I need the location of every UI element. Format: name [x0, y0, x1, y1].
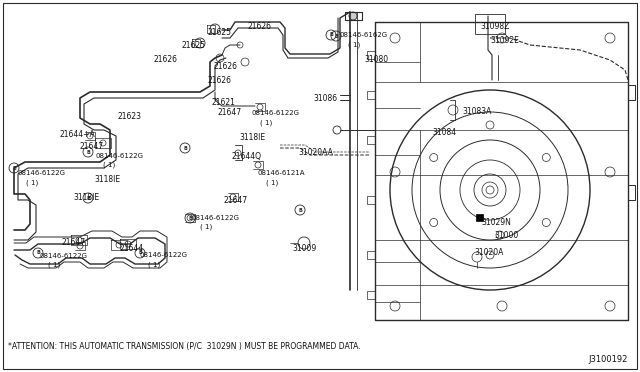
Text: ( 1): ( 1)	[103, 162, 115, 169]
Text: B: B	[12, 166, 16, 170]
Text: B: B	[86, 196, 90, 201]
Text: 31086: 31086	[313, 94, 337, 103]
Text: 21626: 21626	[207, 76, 231, 85]
Text: 31092E: 31092E	[490, 36, 519, 45]
Text: B: B	[334, 33, 338, 38]
Text: 21626: 21626	[213, 62, 237, 71]
Bar	[475, 14, 505, 34]
Text: ( 1): ( 1)	[266, 179, 278, 186]
Text: 3118IE: 3118IE	[94, 175, 120, 184]
Text: 21644: 21644	[119, 244, 143, 253]
Text: 31029N: 31029N	[481, 218, 511, 227]
Text: 08146-6122G: 08146-6122G	[140, 252, 188, 258]
Text: ( 1): ( 1)	[48, 262, 60, 269]
Text: B: B	[329, 32, 333, 38]
Text: 31098Z: 31098Z	[480, 22, 509, 31]
Text: ( 1): ( 1)	[348, 41, 360, 48]
Text: B: B	[298, 208, 302, 212]
Text: B: B	[183, 145, 187, 151]
Text: 31009: 31009	[292, 244, 316, 253]
Text: 21644Q: 21644Q	[231, 152, 261, 161]
Circle shape	[349, 12, 357, 20]
Text: 08146-6122G: 08146-6122G	[40, 253, 88, 259]
Text: 31080: 31080	[364, 55, 388, 64]
Text: 31020AA: 31020AA	[298, 148, 333, 157]
Text: 21626: 21626	[153, 55, 177, 64]
Bar	[476, 214, 483, 221]
Text: ( 1): ( 1)	[148, 261, 160, 267]
Text: 21647: 21647	[80, 142, 104, 151]
Text: 08146-6121A: 08146-6121A	[258, 170, 305, 176]
Text: 08146-6122G: 08146-6122G	[18, 170, 66, 176]
Text: B: B	[86, 150, 90, 154]
Text: 21647: 21647	[218, 108, 242, 117]
Text: ( 1): ( 1)	[200, 224, 212, 231]
Text: 08146-6122G: 08146-6122G	[192, 215, 240, 221]
Text: 21647: 21647	[224, 196, 248, 205]
Text: 21625: 21625	[207, 28, 231, 37]
Text: J3100192: J3100192	[589, 355, 628, 364]
Text: 3118IE: 3118IE	[73, 193, 99, 202]
Text: ( 1): ( 1)	[260, 119, 272, 125]
Text: B: B	[138, 250, 142, 256]
Text: 21626: 21626	[248, 22, 272, 31]
Text: 08146-6122G: 08146-6122G	[95, 153, 143, 159]
Text: B: B	[188, 215, 192, 221]
Text: 21644+A: 21644+A	[59, 130, 95, 139]
Text: *ATTENTION: THIS AUTOMATIC TRANSMISSION (P/C  31029N ) MUST BE PROGRAMMED DATA.: *ATTENTION: THIS AUTOMATIC TRANSMISSION …	[8, 342, 360, 351]
Text: 21623: 21623	[118, 112, 142, 121]
Text: 3118IE: 3118IE	[239, 133, 265, 142]
Text: 31084: 31084	[432, 128, 456, 137]
Text: 31000: 31000	[494, 231, 518, 240]
Text: 08146-6122G: 08146-6122G	[252, 110, 300, 116]
Text: 31020A: 31020A	[474, 248, 504, 257]
Text: 21625: 21625	[182, 41, 206, 50]
Text: B: B	[36, 250, 40, 256]
Text: 31083A: 31083A	[462, 107, 492, 116]
Text: 21621: 21621	[211, 98, 235, 107]
Text: ( 1): ( 1)	[26, 179, 38, 186]
Text: 08146-6162G: 08146-6162G	[340, 32, 388, 38]
Text: 21647: 21647	[62, 238, 86, 247]
